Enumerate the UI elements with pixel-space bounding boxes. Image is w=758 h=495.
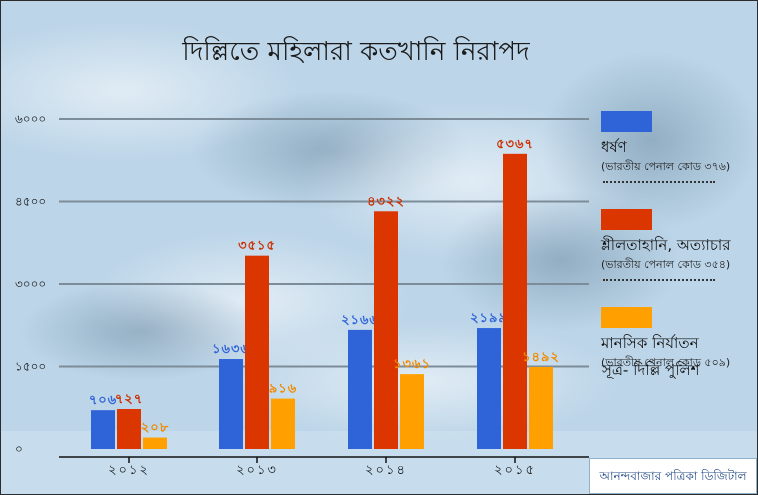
data-label: ৭০৬ <box>89 393 117 408</box>
legend-divider <box>603 279 715 281</box>
legend-item: ধর্ষণ (ভারতীয় পেনাল কোড ৩৭৬) <box>599 111 757 209</box>
chart-title: দিল্লিতে মহিলারা কতখানি নিরাপদ <box>182 37 530 67</box>
y-tick-label: ৩০০০ <box>15 277 46 291</box>
data-label: ৫৩৬৭ <box>496 137 534 152</box>
legend-swatch <box>601 307 652 328</box>
x-tick-label: ২০১৪ <box>365 463 407 478</box>
legend-label: ধর্ষণ <box>601 138 627 156</box>
legend-divider <box>603 181 715 183</box>
publisher-credit: আনন্দবাজার পত্রিকা ডিজিটাল <box>589 458 757 494</box>
x-tick-label: ২০১৫ <box>494 463 536 478</box>
y-tick-label: ৬০০০ <box>15 112 46 126</box>
legend-item: মানসিক নির্যাতন (ভারতীয় পেনাল কোড ৫০৯) <box>599 307 757 405</box>
y-tick-label: ৪৫০০ <box>15 195 46 209</box>
bar <box>245 255 269 449</box>
legend-label: শ্লীলতাহানি, অত্যাচার <box>601 236 731 254</box>
legend-label: মানসিক নির্যাতন <box>601 334 699 352</box>
x-tick-label: ২০১২ <box>108 463 150 478</box>
bar <box>348 329 372 449</box>
data-label: ২১৬৬ <box>341 313 379 328</box>
legend-code: (ভারতীয় পেনাল কোড ৫০৯) <box>601 356 731 369</box>
data-label: ৪৩২২ <box>367 194 405 209</box>
bar <box>91 410 115 449</box>
bar <box>117 409 141 449</box>
data-label: ১৪৯২ <box>522 350 560 365</box>
data-label: ১৩৬১ <box>393 357 431 372</box>
y-tick-label: ১৫০০ <box>15 360 46 374</box>
data-label: ২১৯৯ <box>470 311 508 326</box>
source-note: সূত্র- দিল্লি পুলিশ <box>602 361 700 379</box>
bar <box>219 359 243 449</box>
x-tick-label: ২০১৩ <box>236 463 278 478</box>
bar <box>271 398 295 449</box>
data-label: ৯১৬ <box>269 382 297 397</box>
bar <box>529 366 553 449</box>
bar <box>374 211 398 449</box>
bar <box>477 328 501 449</box>
legend-code: (ভারতীয় পেনাল কোড ৩৫৪) <box>601 258 731 271</box>
legend-code: (ভারতীয় পেনাল কোড ৩৭৬) <box>601 160 731 173</box>
data-label: ৭২৭ <box>115 392 143 407</box>
legend-swatch <box>601 111 652 132</box>
bar <box>400 374 424 449</box>
legend: ধর্ষণ (ভারতীয় পেনাল কোড ৩৭৬) শ্লীলতাহান… <box>599 111 757 405</box>
data-label: ২০৮ <box>141 421 169 436</box>
data-label: ৩৫১৫ <box>238 239 276 254</box>
y-tick-label: ০ <box>15 442 23 456</box>
bar <box>143 437 167 449</box>
legend-swatch <box>601 209 652 230</box>
bar <box>503 153 527 449</box>
data-label: ১৬৩৬ <box>212 342 250 357</box>
legend-item: শ্লীলতাহানি, অত্যাচার (ভারতীয় পেনাল কোড… <box>599 209 757 307</box>
